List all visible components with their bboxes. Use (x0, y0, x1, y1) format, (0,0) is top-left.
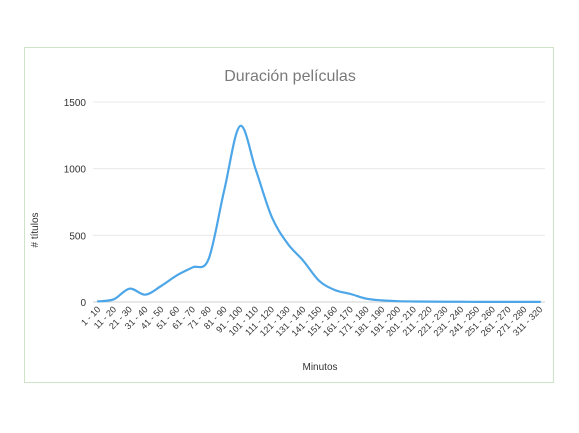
chart-title: Duración películas (224, 68, 356, 85)
y-tick-label: 500 (69, 231, 86, 242)
series-line (96, 124, 542, 303)
x-axis-label: Minutos (302, 362, 337, 373)
gridlines (93, 101, 545, 303)
y-tick-label: 1500 (64, 98, 87, 109)
y-tick-label: 1000 (64, 165, 87, 176)
y-tick-label: 0 (80, 298, 86, 309)
y-axis-label: # títulos (30, 212, 41, 247)
y-tick-labels: 0 500 1000 1500 (64, 98, 87, 309)
chart-frame: 0 500 1000 1500 1 - 10 11 - 20 21 - 30 31 - 40… (24, 47, 554, 383)
